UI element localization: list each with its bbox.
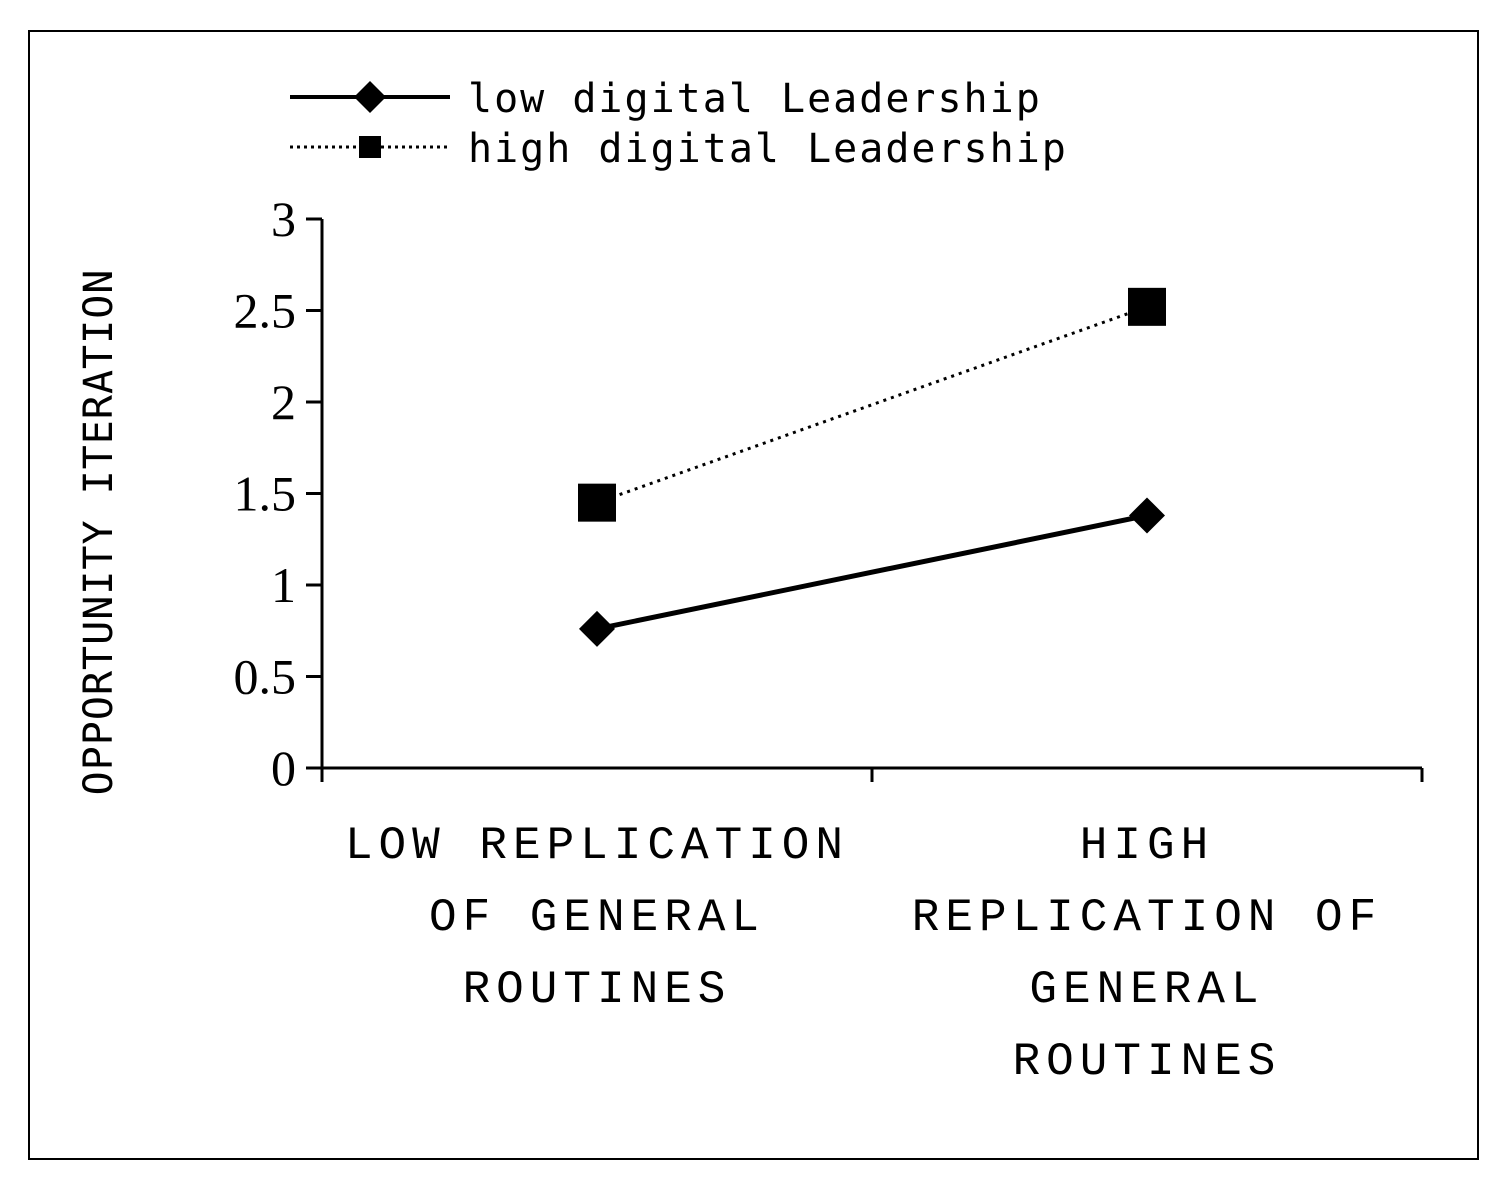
series-layer (578, 287, 1166, 647)
series-high (578, 287, 1166, 522)
y-tick-label: 0.5 (234, 649, 297, 705)
legend: low digital Leadership high digital Lead… (290, 76, 1068, 172)
y-axis-title: OPPORTUNITY ITERATION (76, 269, 122, 796)
legend-entry-high: high digital Leadership (290, 126, 1068, 172)
x-ticks (320, 768, 1424, 782)
data-point-diamond (1129, 497, 1165, 534)
y-tick-label: 1.5 (234, 466, 297, 522)
x-category-label-line: LOW REPLICATION (345, 820, 849, 872)
data-point-square (578, 483, 616, 522)
legend-label-low: low digital Leadership (468, 76, 1042, 122)
series-line (596, 513, 1148, 632)
x-category-labels: LOW REPLICATION OF GENERAL ROUTINES HIGH REP… (345, 820, 1382, 1088)
legend-marker-high (359, 136, 381, 158)
y-tick-label: 2 (271, 374, 296, 430)
x-category-label-line: OF GENERAL (429, 892, 765, 944)
data-point-diamond (579, 610, 615, 647)
x-category-label-line: ROUTINES (463, 964, 732, 1016)
x-category-label-line: HIGH (1080, 820, 1214, 872)
y-ticks: 0 0.5 1 1.5 2 2.5 3 (234, 191, 322, 796)
series-low (579, 497, 1165, 647)
y-tick-label: 1 (271, 557, 296, 613)
legend-label-high: high digital Leadership (468, 126, 1068, 172)
x-category-label: LOW REPLICATION OF GENERAL ROUTINES (345, 820, 849, 1016)
x-category-label: HIGH REPLICATION OF GENERAL ROUTINES (912, 820, 1382, 1088)
data-point-square (1128, 287, 1166, 326)
x-category-label-line: GENERAL (1029, 964, 1264, 1016)
series-line (596, 305, 1148, 505)
y-tick-label: 3 (271, 191, 296, 247)
legend-entry-low: low digital Leadership (290, 76, 1042, 122)
x-category-label-line: ROUTINES (1013, 1036, 1282, 1088)
x-category-label-line: REPLICATION OF (912, 892, 1382, 944)
y-tick-label: 0 (271, 740, 296, 796)
legend-marker-low (354, 81, 386, 113)
y-tick-label: 2.5 (234, 283, 297, 339)
